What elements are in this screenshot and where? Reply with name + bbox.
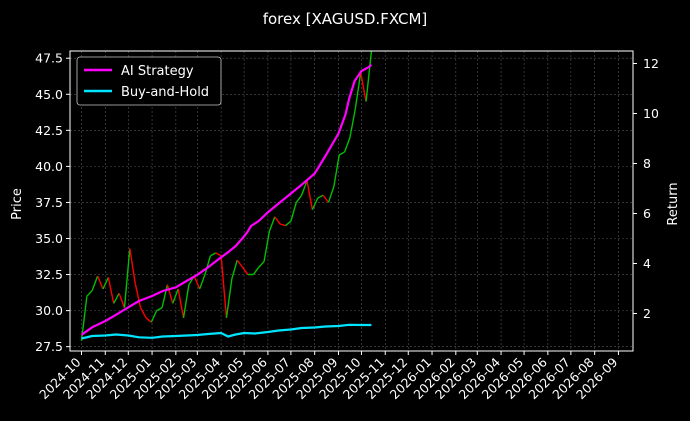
y2-tick-label: 4: [643, 256, 651, 271]
y-tick-label: 47.5: [35, 51, 63, 66]
price-segment: [365, 50, 373, 102]
price-segment: [242, 266, 249, 275]
price-segment: [123, 248, 131, 308]
price-segment: [145, 317, 152, 323]
y-tick-label: 37.5: [35, 195, 63, 210]
y2-tick-label: 2: [643, 306, 651, 321]
y-tick-label: 35.0: [35, 231, 63, 246]
price-segment: [231, 259, 238, 280]
y-tick-label: 27.5: [35, 339, 63, 354]
series-line-ai-strategy: [80, 63, 373, 336]
price-segment: [220, 255, 228, 318]
price-segment: [311, 197, 319, 210]
price-segment: [161, 284, 169, 308]
y-tick-label: 40.0: [35, 159, 63, 174]
y2-tick-label: 12: [643, 56, 659, 71]
price-segment: [317, 194, 324, 199]
price-segment: [290, 202, 297, 222]
legend: AI Strategy Buy-and-Hold: [76, 56, 222, 106]
price-series: [80, 50, 373, 341]
price-segment: [118, 293, 126, 308]
chart-title: forex [XAGUSD.FXCM]: [263, 10, 428, 28]
price-segment: [338, 151, 345, 156]
price-segment: [252, 266, 260, 275]
price-segment: [166, 284, 174, 304]
series-line-buy-and-hold: [81, 323, 372, 340]
plot-frame: [69, 50, 634, 352]
y-tick-label: 30.0: [35, 303, 63, 318]
price-segment: [360, 72, 367, 102]
price-segment: [182, 284, 190, 318]
price-segment: [172, 288, 179, 304]
price-segment: [210, 252, 217, 257]
price-segment: [285, 220, 292, 227]
price-segment: [215, 252, 222, 257]
y2-tick-label: 8: [643, 156, 651, 171]
price-segment: [236, 259, 244, 268]
price-segment: [198, 274, 206, 290]
price-segment: [139, 307, 147, 319]
price-segment: [102, 277, 109, 290]
price-segment: [274, 216, 281, 225]
price-segment: [129, 248, 136, 284]
price-segment: [279, 223, 286, 227]
price-segment: [177, 288, 185, 318]
legend-label-ai-strategy: AI Strategy: [121, 64, 194, 79]
y-tick-label: 32.5: [35, 267, 63, 282]
price-segment: [263, 231, 271, 262]
price-segment: [327, 186, 335, 203]
legend-label-buy-and-hold: Buy-and-Hold: [121, 85, 209, 100]
price-segment: [156, 307, 163, 312]
y2-tick-label: 6: [643, 206, 651, 221]
y2-axis-label: Return: [666, 182, 681, 225]
price-segment: [349, 108, 357, 138]
price-segment: [113, 292, 120, 304]
return-series: [80, 63, 373, 340]
price-segment: [204, 255, 212, 275]
price-segment: [193, 275, 201, 290]
price-segment: [258, 261, 265, 268]
price-segment: [91, 275, 99, 291]
price-segment: [343, 137, 351, 153]
price-segment: [354, 72, 362, 109]
price-segment: [225, 278, 233, 318]
y-axis-label: Price: [10, 188, 25, 220]
price-segment: [150, 310, 158, 323]
price-segment: [268, 216, 276, 232]
price-segment: [107, 277, 115, 304]
price-segment: [300, 180, 308, 196]
price-segment: [322, 194, 330, 203]
price-segment: [86, 289, 93, 297]
y2-tick-label: 10: [643, 106, 659, 121]
price-segment: [134, 283, 142, 308]
y-tick-label: 42.5: [35, 123, 63, 138]
price-segment: [295, 194, 303, 203]
price-segment: [306, 180, 314, 210]
price-segment: [333, 154, 340, 187]
y-tick-label: 45.0: [35, 87, 63, 102]
price-segment: [96, 275, 104, 290]
